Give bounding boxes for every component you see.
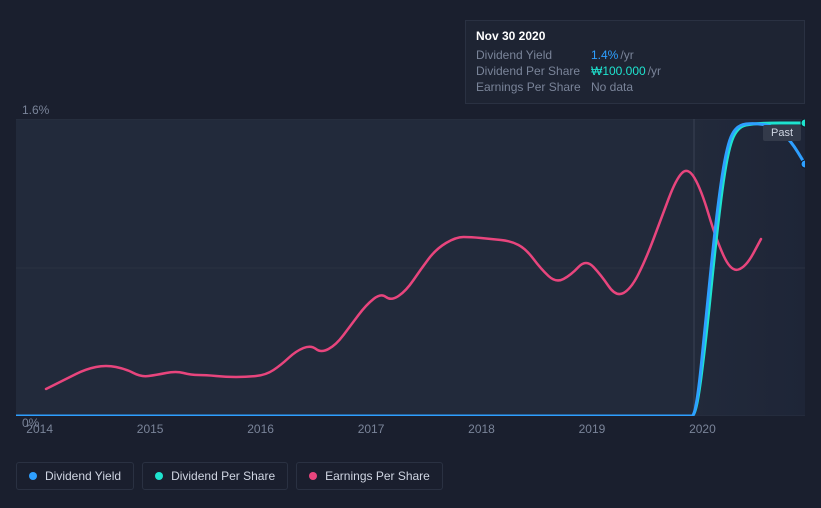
legend-label: Dividend Yield xyxy=(45,469,121,483)
x-axis-tick: 2020 xyxy=(689,422,716,436)
x-axis: 2014 2015 2016 2017 2018 2019 2020 xyxy=(16,422,805,448)
x-axis-tick: 2014 xyxy=(26,422,53,436)
legend-label: Dividend Per Share xyxy=(171,469,275,483)
legend-label: Earnings Per Share xyxy=(325,469,430,483)
tooltip-row: Earnings Per ShareNo data xyxy=(476,79,794,95)
tooltip-label: Dividend Yield xyxy=(476,48,591,62)
tooltip-label: Earnings Per Share xyxy=(476,80,591,94)
chart-area: 1.6% 0% Past 201420152016201720182019202… xyxy=(16,105,805,448)
x-axis-tick: 2018 xyxy=(468,422,495,436)
tooltip-unit: /yr xyxy=(648,64,661,78)
legend-earnings-per-share[interactable]: Earnings Per Share xyxy=(296,462,443,490)
y-axis-label-max: 1.6% xyxy=(22,103,49,117)
x-axis-tick: 2016 xyxy=(247,422,274,436)
chart-svg xyxy=(16,119,805,416)
legend-dot-icon xyxy=(29,472,37,480)
chart-plot[interactable] xyxy=(16,119,805,416)
tooltip-value: ₩100.000 xyxy=(591,64,646,78)
tooltip-date: Nov 30 2020 xyxy=(476,29,794,43)
x-axis-tick: 2019 xyxy=(579,422,606,436)
tooltip-row: Dividend Per Share₩100.000 /yr xyxy=(476,63,794,79)
legend: Dividend Yield Dividend Per Share Earnings… xyxy=(16,462,443,490)
tooltip-value: No data xyxy=(591,80,633,94)
x-axis-tick: 2017 xyxy=(358,422,385,436)
tooltip-unit: /yr xyxy=(620,48,633,62)
hover-tooltip: Nov 30 2020 Dividend Yield1.4% /yrDivide… xyxy=(465,20,805,104)
legend-dot-icon xyxy=(155,472,163,480)
past-badge: Past xyxy=(763,125,801,141)
tooltip-label: Dividend Per Share xyxy=(476,64,591,78)
tooltip-value: 1.4% xyxy=(591,48,618,62)
legend-dividend-per-share[interactable]: Dividend Per Share xyxy=(142,462,288,490)
legend-dot-icon xyxy=(309,472,317,480)
tooltip-row: Dividend Yield1.4% /yr xyxy=(476,47,794,63)
legend-dividend-yield[interactable]: Dividend Yield xyxy=(16,462,134,490)
x-axis-tick: 2015 xyxy=(137,422,164,436)
